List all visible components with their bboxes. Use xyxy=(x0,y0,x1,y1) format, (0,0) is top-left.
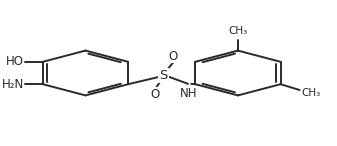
Text: S: S xyxy=(159,69,167,82)
Text: O: O xyxy=(169,50,178,63)
Text: NH: NH xyxy=(180,87,197,100)
Text: CH₃: CH₃ xyxy=(228,26,247,36)
Text: O: O xyxy=(151,88,160,101)
Text: H₂N: H₂N xyxy=(2,78,24,91)
Text: CH₃: CH₃ xyxy=(301,88,320,98)
Text: HO: HO xyxy=(6,55,24,68)
